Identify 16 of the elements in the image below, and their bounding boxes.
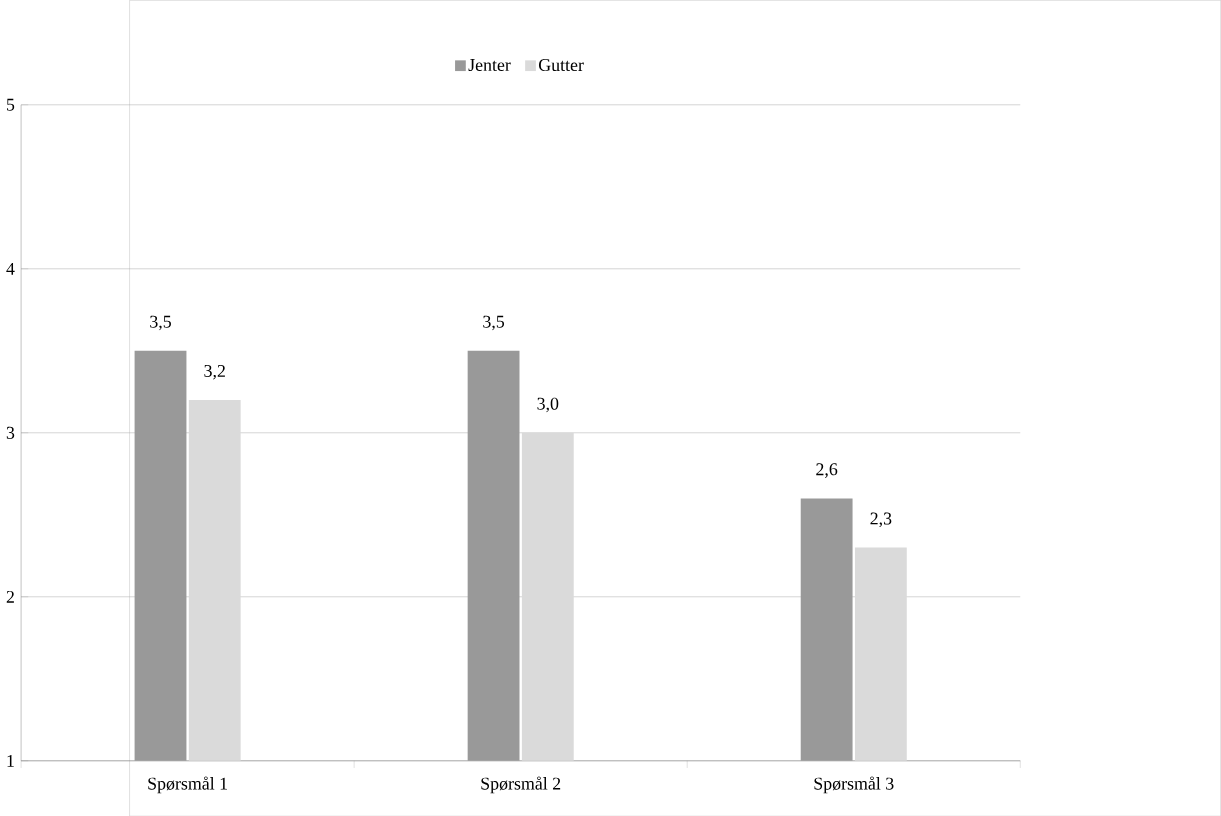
y-tick-label: 2 [6, 590, 14, 603]
data-label: 3,0 [537, 397, 559, 413]
x-tick-label: Spørsmål 3 [814, 776, 894, 794]
data-label: 3,5 [483, 315, 505, 331]
y-tick-label: 3 [6, 426, 15, 439]
data-label: 2,3 [870, 512, 892, 527]
data-label: 3,2 [204, 364, 225, 380]
data-label: 2,6 [816, 463, 838, 478]
y-tick-label: 1 [7, 754, 14, 767]
data-label: 3,5 [150, 315, 171, 331]
y-tick-label: 4 [6, 262, 15, 275]
x-tick-label: Spørsmål 2 [481, 776, 561, 794]
x-tick-label: Spørsmål 1 [148, 776, 228, 794]
y-tick-label: 5 [7, 98, 15, 111]
legend-label: Gutter [538, 58, 584, 71]
legend-label: Jenter [468, 58, 511, 71]
